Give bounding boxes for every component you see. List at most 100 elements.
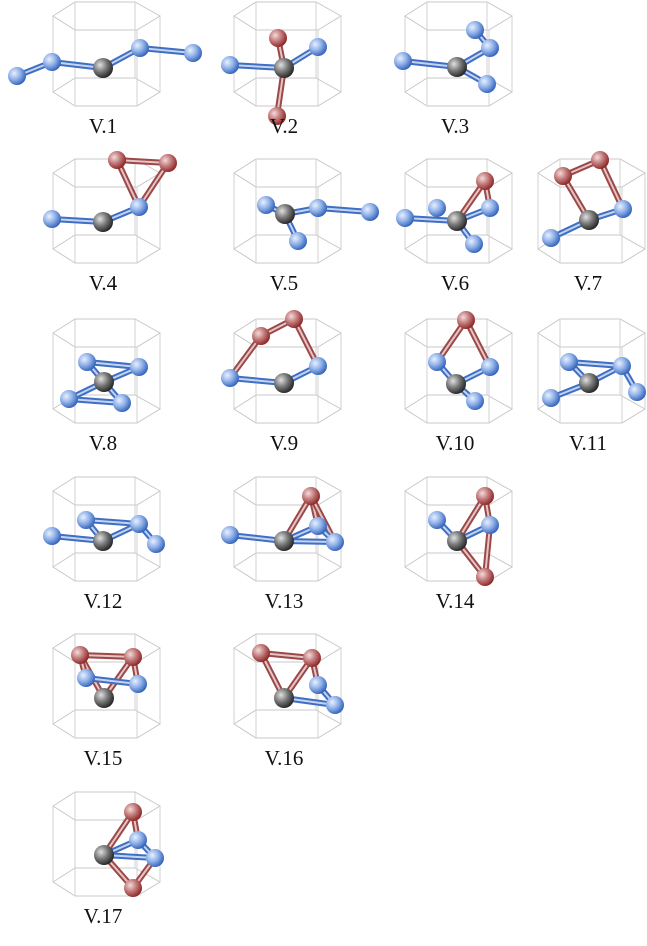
prism-bottom bbox=[404, 394, 513, 424]
atom bbox=[274, 531, 294, 551]
prism-top bbox=[52, 476, 161, 506]
panel-label: V.14 bbox=[436, 589, 475, 613]
atom bbox=[77, 669, 95, 687]
atom bbox=[124, 803, 142, 821]
atom bbox=[428, 353, 446, 371]
structure-panel: V.5 bbox=[233, 158, 379, 295]
atom bbox=[326, 696, 344, 714]
panel-label: V.17 bbox=[84, 904, 123, 928]
panel-label: V.11 bbox=[569, 431, 607, 455]
atom bbox=[457, 311, 475, 329]
prism-bottom bbox=[52, 234, 161, 264]
structure-panel: V.1 bbox=[8, 1, 202, 138]
prism-top bbox=[233, 158, 342, 188]
atom bbox=[481, 358, 499, 376]
prism-top bbox=[233, 476, 342, 506]
atom bbox=[275, 204, 295, 224]
atom bbox=[481, 199, 499, 217]
bond-highlight bbox=[599, 159, 624, 210]
atom bbox=[60, 390, 78, 408]
atom bbox=[476, 487, 494, 505]
structure-panel: V.14 bbox=[404, 476, 513, 613]
panel-label: V.12 bbox=[84, 589, 123, 613]
atom bbox=[591, 151, 609, 169]
prism-top bbox=[52, 791, 161, 821]
atom bbox=[94, 372, 114, 392]
atom bbox=[43, 210, 61, 228]
atom bbox=[466, 21, 484, 39]
panel-label: V.8 bbox=[89, 431, 117, 455]
atom bbox=[309, 38, 327, 56]
atom bbox=[394, 52, 412, 70]
atom bbox=[269, 29, 287, 47]
atom bbox=[268, 107, 286, 125]
atom bbox=[78, 353, 96, 371]
atom bbox=[579, 373, 599, 393]
atom bbox=[184, 44, 202, 62]
atom bbox=[221, 526, 239, 544]
atom bbox=[159, 154, 177, 172]
atom bbox=[108, 151, 126, 169]
atom bbox=[130, 358, 148, 376]
structure-panel: V.4 bbox=[43, 151, 177, 295]
atom bbox=[124, 648, 142, 666]
prism-bottom bbox=[52, 552, 161, 582]
atom bbox=[542, 229, 560, 247]
atom bbox=[560, 353, 578, 371]
atom bbox=[579, 210, 599, 230]
atom bbox=[309, 357, 327, 375]
atom bbox=[466, 392, 484, 410]
prism-bottom bbox=[404, 552, 513, 582]
atom bbox=[447, 531, 467, 551]
atom bbox=[303, 649, 321, 667]
structure-panel: V.12 bbox=[43, 476, 165, 613]
atom bbox=[94, 845, 114, 865]
panel-label: V.10 bbox=[436, 431, 475, 455]
atom bbox=[309, 517, 327, 535]
atom bbox=[447, 57, 467, 77]
atom bbox=[614, 200, 632, 218]
atom bbox=[124, 879, 142, 897]
atom bbox=[428, 511, 446, 529]
atom bbox=[428, 199, 446, 217]
structure-panel: V.10 bbox=[404, 311, 513, 455]
atom bbox=[130, 198, 148, 216]
atom bbox=[326, 533, 344, 551]
atom bbox=[481, 39, 499, 57]
atom bbox=[130, 515, 148, 533]
structure-panel: V.15 bbox=[52, 633, 161, 770]
panel-label: V.9 bbox=[270, 431, 298, 455]
structure-panel: V.8 bbox=[52, 318, 161, 455]
prism-bottom bbox=[52, 77, 161, 107]
atom bbox=[252, 327, 270, 345]
atom bbox=[147, 535, 165, 553]
prism-bottom bbox=[233, 234, 342, 264]
atom bbox=[252, 644, 270, 662]
prism-top bbox=[404, 476, 513, 506]
atom bbox=[361, 203, 379, 221]
atom bbox=[77, 511, 95, 529]
atom bbox=[481, 516, 499, 534]
atom bbox=[93, 212, 113, 232]
panel-label: V.15 bbox=[84, 746, 123, 770]
prism-bottom bbox=[233, 709, 342, 739]
atom bbox=[446, 374, 466, 394]
prism-bottom bbox=[404, 234, 513, 264]
panel-label: V.2 bbox=[270, 114, 298, 138]
atom bbox=[131, 39, 149, 57]
atom bbox=[43, 527, 61, 545]
atom bbox=[554, 167, 572, 185]
atom bbox=[43, 53, 61, 71]
prism-bottom bbox=[233, 394, 342, 424]
atom bbox=[542, 389, 560, 407]
prism-bottom bbox=[233, 552, 342, 582]
atom bbox=[478, 75, 496, 93]
panel-label: V.13 bbox=[265, 589, 304, 613]
prism-top bbox=[537, 318, 646, 348]
structure-panel: V.7 bbox=[537, 151, 646, 295]
atom bbox=[289, 232, 307, 250]
atom bbox=[129, 831, 147, 849]
atom bbox=[476, 568, 494, 586]
atom bbox=[465, 235, 483, 253]
structure-panel: V.13 bbox=[221, 476, 344, 613]
